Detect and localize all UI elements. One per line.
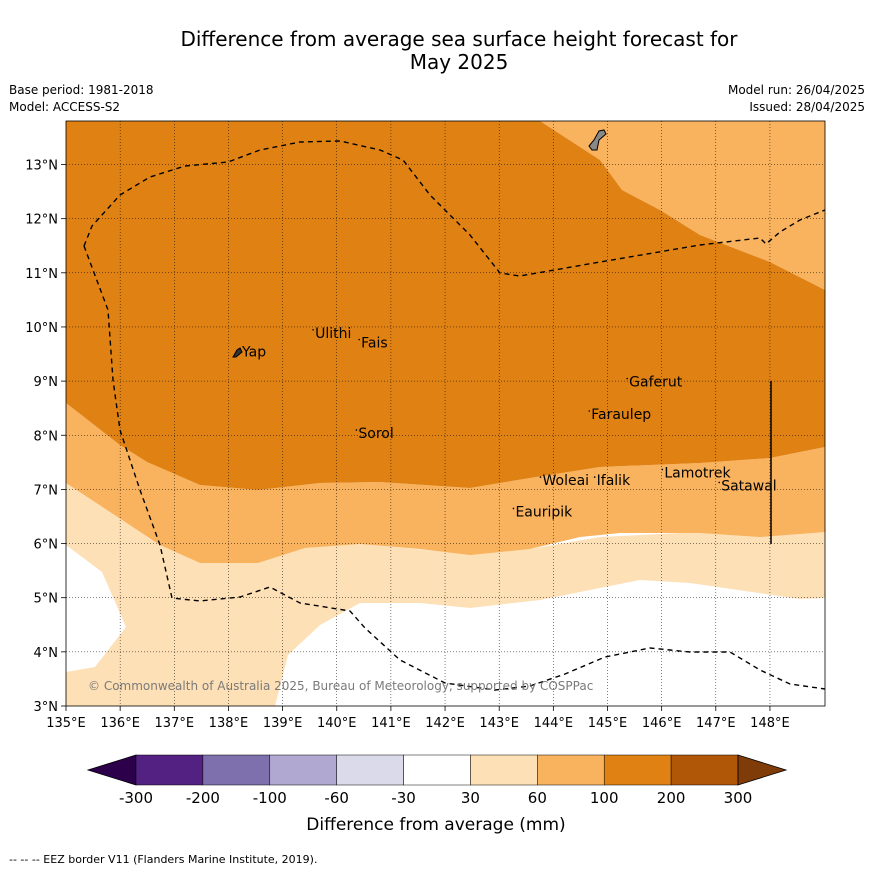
model-run: Model run: 26/04/2025 [727, 83, 865, 97]
title-line-1: Difference from average sea surface heig… [180, 27, 738, 51]
x-tick-label: 145°E [588, 716, 628, 731]
y-tick-label: 11°N [25, 267, 58, 282]
colorbar-tick-label: -30 [391, 789, 416, 807]
y-tick-label: 13°N [25, 159, 58, 174]
x-tick-labels: 135°E 136°E 137°E 138°E 139°E 140°E 141°E 142°E… [46, 706, 790, 731]
x-tick-label: 147°E [696, 716, 736, 731]
map-area: Yap Ulithi Fais Gaferut Faraulep Sorol Lamotre… [66, 121, 825, 706]
colorbar-tick-label: 200 [657, 789, 686, 807]
place-label: Yap [241, 345, 266, 361]
place-label: Woleai [543, 473, 590, 489]
colorbar-swatch [670, 754, 739, 786]
x-tick-label: 142°E [425, 716, 465, 731]
y-tick-labels: 3°N 4°N 5°N 6°N 7°N 8°N 9°N 10°N 11°N 12°N 13°N [25, 159, 66, 715]
place-marker [718, 481, 721, 484]
x-tick-label: 138°E [209, 716, 249, 731]
colorbar-swatch [537, 754, 605, 786]
x-tick-label: 148°E [750, 716, 790, 731]
place-marker [626, 377, 628, 380]
gridlines [66, 121, 825, 706]
base-period: Base period: 1981-2018 [9, 83, 154, 97]
colorbar-swatch [269, 754, 337, 786]
x-tick-label: 141°E [371, 716, 411, 731]
colorbar-tick-label: 300 [724, 789, 753, 807]
place-marker [312, 328, 314, 331]
y-tick-label: 7°N [34, 483, 59, 498]
y-tick-label: 6°N [34, 538, 59, 553]
band-60-100 [66, 403, 825, 563]
place-label: Lamotrek [664, 465, 731, 481]
x-tick-label: 136°E [100, 716, 140, 731]
colorbar-swatch [470, 754, 538, 786]
place-marker [239, 347, 241, 350]
y-tick-label: 9°N [34, 375, 59, 390]
place-label: Faraulep [591, 407, 651, 423]
place-label: Fais [361, 336, 388, 352]
colorbar-swatch [135, 754, 204, 786]
place-marker [539, 476, 542, 478]
colorbar-tick-label: -100 [253, 789, 287, 807]
place-label: Sorol [358, 426, 393, 442]
x-tick-label: 140°E [317, 716, 357, 731]
colorbar-over-arrow [737, 754, 788, 786]
y-tick-label: 12°N [25, 213, 58, 228]
place-label: Satawal [721, 478, 776, 494]
place-marker [512, 507, 515, 510]
place-label: Eauripik [515, 504, 573, 520]
x-tick-label: 135°E [46, 716, 86, 731]
colorbar-tick-label: 60 [528, 789, 547, 807]
colorbar-under-arrow [86, 754, 137, 786]
place-marker [358, 338, 360, 341]
x-tick-label: 144°E [534, 716, 574, 731]
colorbar-title: Difference from average (mm) [306, 815, 565, 835]
band-60-100-north [540, 121, 825, 290]
x-tick-label: 139°E [263, 716, 303, 731]
y-tick-label: 4°N [34, 646, 59, 661]
place-label: Ifalik [597, 473, 631, 489]
x-tick-label: 137°E [155, 716, 195, 731]
colorbar: -300 -200 -100 -60 -30 30 60 100 200 300 Differenc… [86, 754, 788, 835]
title-line-2: May 2025 [409, 50, 509, 74]
colorbar-swatch [202, 754, 271, 786]
colorbar-tick-label: -200 [186, 789, 220, 807]
eez-border-west [83, 245, 825, 691]
colorbar-tick-label: -300 [119, 789, 153, 807]
model-name: Model: ACCESS-S2 [9, 100, 121, 114]
meta-left: Base period: 1981-2018 Model: ACCESS-S2 [9, 82, 154, 116]
copyright-text: © Commonwealth of Australia 2025, Bureau… [88, 679, 593, 693]
band-30-60 [66, 483, 825, 706]
footer-note: -- -- -- EEZ border V11 (Flanders Marine… [9, 853, 318, 866]
guam-island [588, 129, 607, 151]
colorbar-tick-label: 30 [461, 789, 480, 807]
place-marker [661, 468, 664, 471]
place-marker [355, 429, 358, 431]
colorbar-tick-label: 100 [590, 789, 619, 807]
issued-date: Issued: 28/04/2025 [749, 100, 865, 114]
x-tick-label: 146°E [642, 716, 682, 731]
y-tick-label: 3°N [34, 700, 59, 715]
y-tick-label: 5°N [34, 592, 59, 607]
map-frame [65, 120, 826, 707]
yap-island [232, 347, 243, 358]
place-label: Ulithi [315, 326, 351, 342]
place-labels: Yap Ulithi Fais Gaferut Faraulep Sorol Lamotre… [239, 326, 777, 520]
band-30-60-left-edge [66, 545, 126, 672]
colorbar-tick-label: -60 [324, 789, 349, 807]
band-100-200 [66, 121, 825, 490]
eez-border [83, 140, 825, 277]
x-tick-label: 143°E [479, 716, 519, 731]
colorbar-swatch [403, 754, 471, 786]
y-tick-label: 10°N [25, 321, 58, 336]
chart-title: Difference from average sea surface heig… [0, 28, 873, 74]
colorbar-swatch [603, 754, 672, 786]
place-marker [593, 476, 596, 478]
meta-right: Model run: 26/04/2025 Issued: 28/04/2025 [728, 82, 865, 116]
colorbar-swatch [336, 754, 404, 786]
place-label: Gaferut [629, 375, 683, 391]
y-tick-label: 8°N [34, 429, 59, 444]
place-marker [588, 410, 591, 412]
